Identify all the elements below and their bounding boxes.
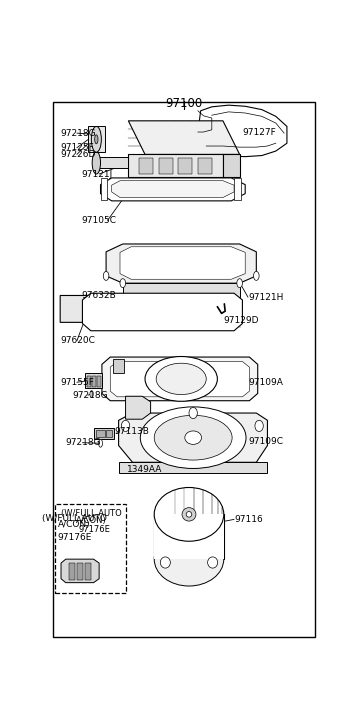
Bar — [69, 563, 75, 580]
Ellipse shape — [185, 431, 201, 444]
Text: 97109A: 97109A — [248, 378, 283, 387]
Polygon shape — [118, 413, 267, 462]
Bar — [178, 158, 192, 174]
Bar — [88, 376, 91, 387]
Polygon shape — [120, 246, 245, 279]
Ellipse shape — [91, 126, 101, 152]
Text: 97226D: 97226D — [60, 150, 95, 159]
Polygon shape — [83, 293, 242, 331]
Polygon shape — [101, 178, 245, 201]
Text: 97100: 97100 — [165, 97, 202, 111]
Text: 97155F: 97155F — [60, 378, 94, 387]
Bar — [77, 563, 83, 580]
Ellipse shape — [95, 134, 98, 144]
Polygon shape — [61, 559, 99, 582]
Bar — [106, 430, 112, 437]
Text: 97218G: 97218G — [73, 390, 108, 400]
Ellipse shape — [90, 390, 93, 398]
Bar — [101, 178, 107, 201]
Ellipse shape — [154, 415, 232, 460]
Polygon shape — [88, 126, 105, 152]
Bar — [154, 515, 224, 559]
Text: 1349AA: 1349AA — [127, 465, 162, 473]
Text: A/CON): A/CON) — [76, 516, 107, 525]
Polygon shape — [129, 121, 240, 154]
Text: 97125F: 97125F — [60, 143, 94, 152]
Ellipse shape — [156, 364, 206, 395]
Bar — [159, 158, 173, 174]
Bar — [140, 158, 153, 174]
Text: 97632B: 97632B — [81, 291, 116, 300]
Ellipse shape — [99, 439, 102, 447]
Ellipse shape — [120, 278, 126, 288]
Ellipse shape — [182, 507, 196, 521]
Polygon shape — [223, 154, 240, 177]
Text: 97113B: 97113B — [115, 427, 149, 436]
Ellipse shape — [208, 557, 218, 568]
Ellipse shape — [154, 532, 224, 586]
FancyBboxPatch shape — [55, 505, 126, 593]
Ellipse shape — [253, 271, 259, 281]
Text: 97176E: 97176E — [57, 534, 91, 542]
Polygon shape — [126, 396, 151, 419]
Ellipse shape — [255, 420, 263, 432]
Polygon shape — [129, 154, 223, 177]
Ellipse shape — [121, 420, 130, 432]
Polygon shape — [60, 295, 99, 322]
Ellipse shape — [237, 278, 242, 288]
Polygon shape — [94, 427, 115, 439]
Text: 97121J: 97121J — [81, 169, 112, 179]
Bar — [96, 430, 105, 437]
Text: 97127F: 97127F — [242, 127, 276, 137]
Text: (W/FULL AUTO: (W/FULL AUTO — [42, 514, 107, 523]
Ellipse shape — [160, 557, 171, 568]
Ellipse shape — [140, 407, 246, 468]
Text: 97218G: 97218G — [60, 129, 96, 137]
Bar — [93, 376, 96, 387]
Text: (W/FULL AUTO: (W/FULL AUTO — [61, 510, 122, 518]
Text: 97105C: 97105C — [81, 216, 116, 225]
Polygon shape — [95, 157, 129, 169]
Text: 97620C: 97620C — [60, 337, 95, 345]
Bar — [198, 158, 212, 174]
Text: 97218G: 97218G — [66, 438, 101, 447]
Ellipse shape — [189, 407, 197, 419]
Text: 97129D: 97129D — [223, 316, 258, 325]
Ellipse shape — [186, 512, 192, 517]
Polygon shape — [118, 462, 267, 473]
Polygon shape — [106, 244, 256, 284]
Text: 97176E: 97176E — [78, 525, 110, 534]
Text: 97109C: 97109C — [248, 436, 283, 446]
Polygon shape — [123, 284, 240, 297]
Text: 97116: 97116 — [234, 515, 263, 524]
Text: A/CON): A/CON) — [58, 521, 90, 529]
Polygon shape — [112, 181, 234, 198]
Bar — [85, 563, 91, 580]
Polygon shape — [110, 361, 250, 397]
Polygon shape — [198, 105, 287, 156]
Polygon shape — [85, 373, 102, 388]
Text: 97121H: 97121H — [248, 293, 283, 302]
Bar — [234, 178, 241, 201]
Ellipse shape — [92, 152, 101, 174]
Ellipse shape — [145, 356, 218, 401]
Polygon shape — [113, 358, 124, 373]
Bar — [97, 376, 101, 387]
Polygon shape — [102, 357, 258, 401]
Ellipse shape — [103, 271, 109, 281]
